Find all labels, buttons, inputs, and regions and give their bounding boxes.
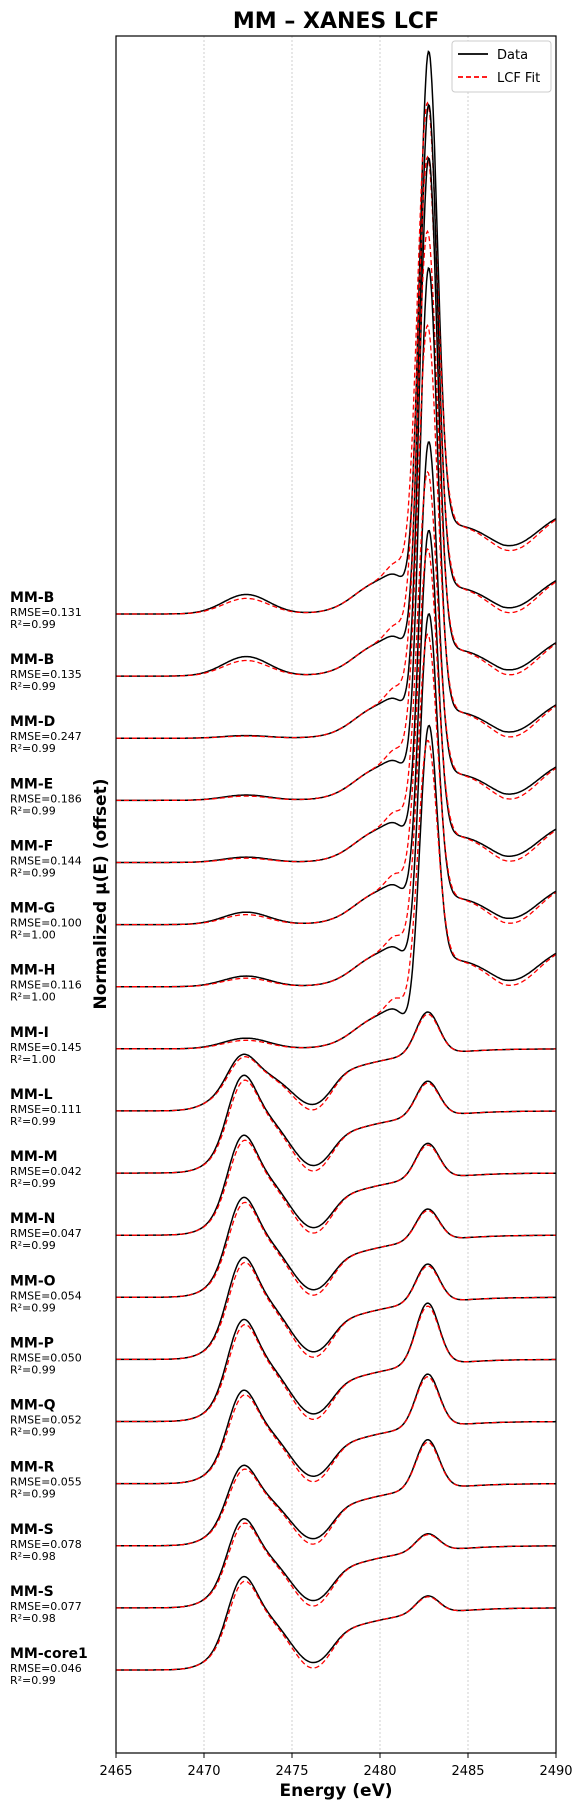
lcf-fit-curve <box>116 739 557 1050</box>
rmse-label: RMSE=0.111 <box>10 1103 82 1116</box>
sample-name-label: MM-N <box>10 1211 55 1227</box>
sample-name-label: MM-M <box>10 1149 58 1165</box>
x-axis-label: Energy (eV) <box>279 1781 392 1801</box>
r2-label: R²=0.99 <box>10 1115 56 1128</box>
sample-name-label: MM-G <box>10 901 55 917</box>
lcf-fit-curve <box>116 324 557 802</box>
lcf-fit-curve <box>116 633 557 988</box>
rmse-label: RMSE=0.100 <box>10 917 82 930</box>
r2-label: R²=0.99 <box>10 866 56 879</box>
lcf-fit-curve <box>116 1376 556 1485</box>
lcf-fit-curve <box>116 229 557 739</box>
sample-name-label: MM-R <box>10 1460 55 1476</box>
legend: Data LCF Fit <box>451 40 552 93</box>
r2-label: R²=0.99 <box>10 1177 56 1190</box>
rmse-label: RMSE=0.052 <box>10 1414 82 1427</box>
sample-name-label: MM-O <box>10 1273 56 1289</box>
lcf-fit-curve <box>116 1261 556 1361</box>
x-tick-label: 2465 <box>99 1764 132 1779</box>
lcf-fit-curve <box>116 547 557 926</box>
r2-label: R²=0.99 <box>10 804 56 817</box>
rmse-label: RMSE=0.144 <box>10 854 82 867</box>
x-tick-label: 2475 <box>275 1764 308 1779</box>
r2-label: R²=0.98 <box>10 1550 56 1563</box>
x-axis-ticks: 2465 2470 2475 2480 2485 2490 <box>99 1753 573 1779</box>
sample-name-label: MM-I <box>10 1025 49 1041</box>
rmse-label: RMSE=0.131 <box>10 606 82 619</box>
lcf-fit-curve <box>116 470 557 864</box>
rmse-label: RMSE=0.055 <box>10 1476 82 1489</box>
rmse-label: RMSE=0.050 <box>10 1351 82 1364</box>
sample-name-label: MM-L <box>10 1087 53 1103</box>
legend-data-label: Data <box>497 48 528 63</box>
r2-label: R²=1.00 <box>10 991 56 1004</box>
rmse-label: RMSE=0.054 <box>10 1289 82 1302</box>
rmse-label: RMSE=0.135 <box>10 668 82 681</box>
rmse-label: RMSE=0.046 <box>10 1662 82 1675</box>
lcf-fit-curve <box>116 1201 556 1298</box>
lcf-fit-curve <box>116 1522 556 1609</box>
r2-label: R²=0.99 <box>10 742 56 755</box>
r2-label: R²=0.99 <box>10 1426 56 1439</box>
sample-name-label: MM-P <box>10 1335 54 1351</box>
sample-name-label: MM-F <box>10 838 53 854</box>
r2-label: R²=1.00 <box>10 1053 56 1066</box>
lcf-fit-curve <box>116 101 557 615</box>
sample-name-label: MM-E <box>10 776 53 792</box>
x-tick-label: 2485 <box>451 1764 484 1779</box>
rmse-label: RMSE=0.047 <box>10 1227 82 1240</box>
x-tick-label: 2470 <box>187 1764 220 1779</box>
r2-label: R²=0.99 <box>10 618 56 631</box>
sample-labels: MM-BRMSE=0.131R²=0.99MM-BRMSE=0.135R²=0.… <box>10 590 88 1687</box>
sample-name-label: MM-D <box>10 714 55 730</box>
r2-label: R²=0.99 <box>10 1674 56 1687</box>
r2-label: R²=0.98 <box>10 1612 56 1625</box>
rmse-label: RMSE=0.116 <box>10 979 82 992</box>
r2-label: R²=0.99 <box>10 1363 56 1376</box>
r2-label: R²=1.00 <box>10 929 56 942</box>
r2-label: R²=0.99 <box>10 1301 56 1314</box>
spectra-curves <box>116 50 557 1671</box>
sample-name-label: MM-S <box>10 1522 54 1538</box>
r2-label: R²=0.99 <box>10 680 56 693</box>
sample-name-label: MM-B <box>10 652 54 668</box>
rmse-label: RMSE=0.077 <box>10 1600 82 1613</box>
lcf-fit-curve <box>116 1305 556 1423</box>
y-axis-label: Normalized μ(E) (offset) <box>91 779 111 1010</box>
r2-label: R²=0.99 <box>10 1488 56 1501</box>
sample-name-label: MM-Q <box>10 1398 56 1414</box>
x-tick-label: 2480 <box>363 1764 396 1779</box>
r2-label: R²=0.99 <box>10 1239 56 1252</box>
x-tick-label: 2490 <box>539 1764 572 1779</box>
lcf-fit-curve <box>116 1441 556 1547</box>
sample-name-label: MM-B <box>10 590 54 606</box>
plot-frame <box>115 35 557 1754</box>
legend-fit-label: LCF Fit <box>497 71 540 86</box>
rmse-label: RMSE=0.078 <box>10 1538 82 1551</box>
sample-name-label: MM-core1 <box>10 1646 88 1662</box>
lcf-fit-curve <box>116 1139 556 1236</box>
lcf-fit-curve <box>116 1580 556 1671</box>
sample-name-label: MM-H <box>10 963 55 979</box>
rmse-label: RMSE=0.145 <box>10 1041 82 1054</box>
rmse-label: RMSE=0.247 <box>10 730 82 743</box>
lcf-fit-curve <box>116 155 557 677</box>
chart-title: MM – XANES LCF <box>233 9 439 34</box>
sample-name-label: MM-S <box>10 1584 54 1600</box>
lcf-fit-curve <box>116 1079 556 1174</box>
rmse-label: RMSE=0.042 <box>10 1165 82 1178</box>
rmse-label: RMSE=0.186 <box>10 792 82 805</box>
lcf-fit-curve <box>116 1013 556 1112</box>
